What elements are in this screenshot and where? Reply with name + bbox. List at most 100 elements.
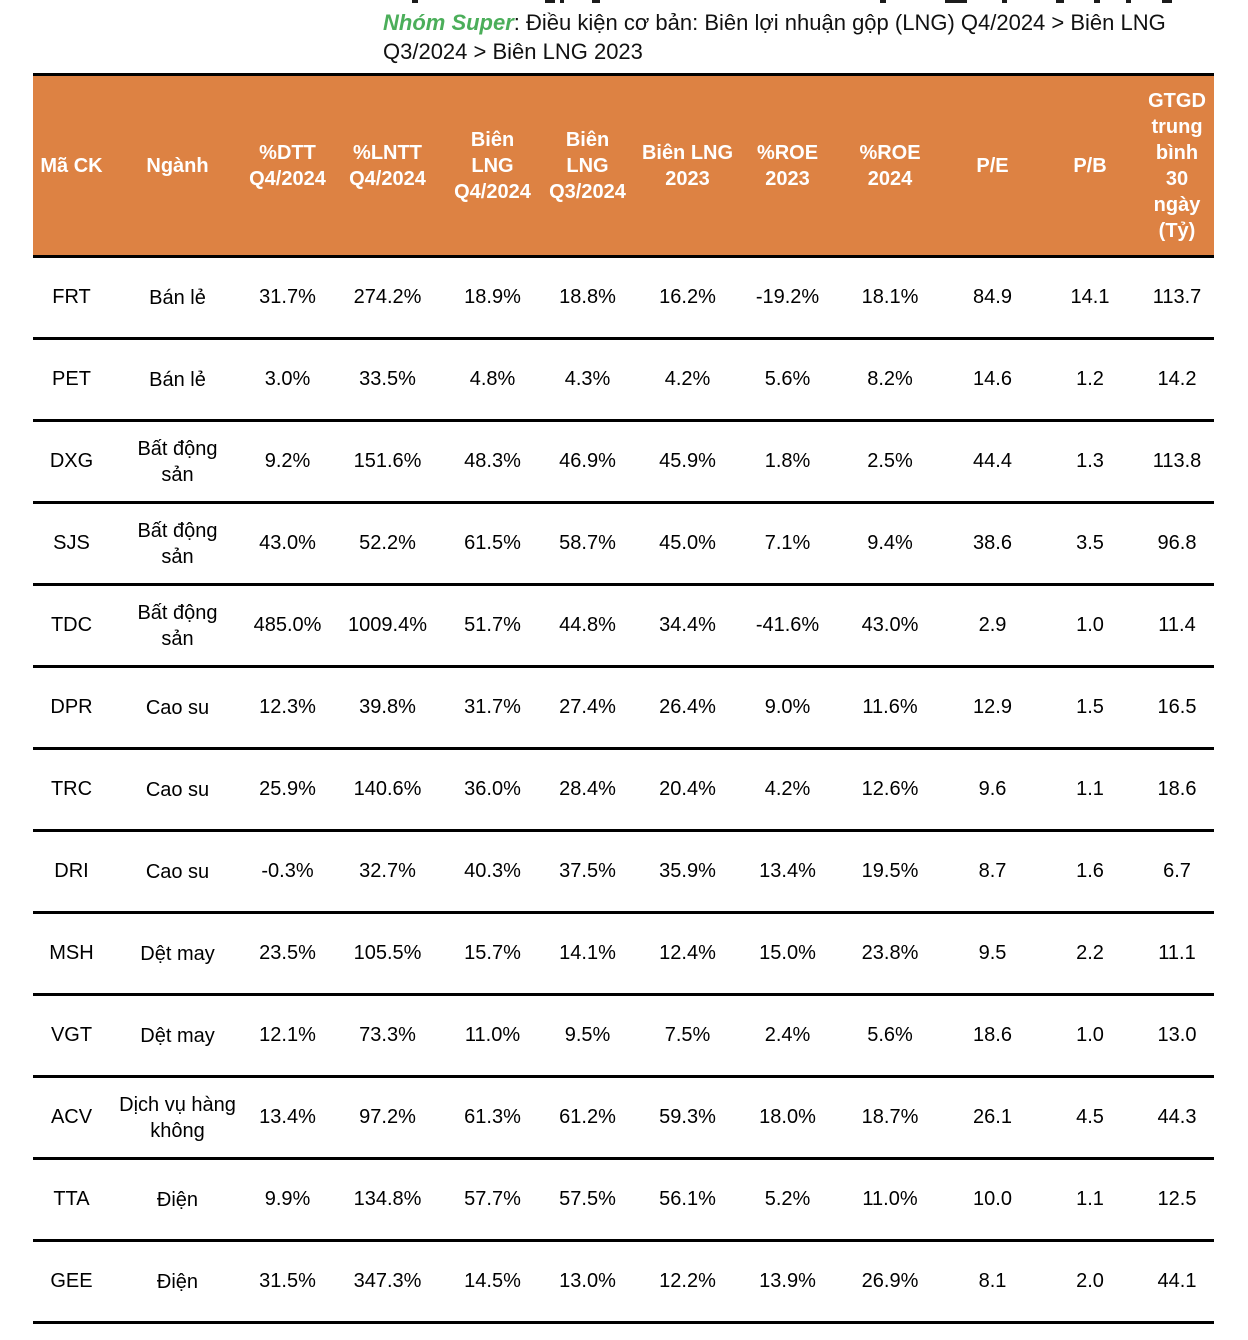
value-cell: 9.5: [945, 912, 1040, 996]
value-cell: 8.7: [945, 830, 1040, 914]
industry-cell: Điện: [110, 1158, 245, 1242]
value-cell: 44.3: [1140, 1076, 1214, 1160]
value-cell: -41.6%: [740, 584, 835, 668]
value-cell: 18.8%: [540, 256, 635, 340]
table-row: TDC Bất động sản 485.0% 1009.4% 51.7% 44…: [33, 584, 1214, 668]
value-cell: 4.2%: [635, 338, 740, 422]
value-cell: 5.6%: [740, 338, 835, 422]
value-cell: 36.0%: [445, 748, 540, 832]
industry-cell: Bất động sản: [110, 420, 245, 504]
value-cell: -19.2%: [740, 256, 835, 340]
table-body: FRT Bán lẻ 31.7% 274.2% 18.9% 18.8% 16.2…: [33, 256, 1214, 1324]
value-cell: 97.2%: [330, 1076, 445, 1160]
value-cell: 10.0: [945, 1158, 1040, 1242]
value-cell: 35.9%: [635, 830, 740, 914]
value-cell: 13.4%: [740, 830, 835, 914]
value-cell: 4.3%: [540, 338, 635, 422]
value-cell: 12.2%: [635, 1240, 740, 1324]
value-cell: 485.0%: [245, 584, 330, 668]
value-cell: 4.5: [1040, 1076, 1140, 1160]
value-cell: 44.8%: [540, 584, 635, 668]
value-cell: 7.1%: [740, 502, 835, 586]
value-cell: 23.5%: [245, 912, 330, 996]
value-cell: 11.0%: [835, 1158, 945, 1242]
column-header: Mã CK: [33, 74, 110, 258]
ticker-cell: ACV: [33, 1076, 110, 1160]
value-cell: 12.6%: [835, 748, 945, 832]
caption-group-name: Nhóm Super: [383, 10, 514, 35]
value-cell: 12.1%: [245, 994, 330, 1078]
value-cell: 13.4%: [245, 1076, 330, 1160]
value-cell: 84.9: [945, 256, 1040, 340]
value-cell: 34.4%: [635, 584, 740, 668]
column-header: %ROE 2023: [740, 74, 835, 258]
value-cell: 274.2%: [330, 256, 445, 340]
value-cell: 43.0%: [835, 584, 945, 668]
stock-fundamentals-table: Mã CK Ngành %DTT Q4/2024 %LNTT Q4/2024 Biên …: [33, 73, 1214, 1324]
value-cell: 28.4%: [540, 748, 635, 832]
ticker-cell: DXG: [33, 420, 110, 504]
value-cell: 9.2%: [245, 420, 330, 504]
table-row: PET Bán lẻ 3.0% 33.5% 4.8% 4.3% 4.2% 5.6…: [33, 338, 1214, 422]
value-cell: 11.0%: [445, 994, 540, 1078]
value-cell: 7.5%: [635, 994, 740, 1078]
value-cell: 1.0: [1040, 994, 1140, 1078]
column-header: Biên LNG 2023: [635, 74, 740, 258]
value-cell: 40.3%: [445, 830, 540, 914]
value-cell: 58.7%: [540, 502, 635, 586]
table-row: MSH Dệt may 23.5% 105.5% 15.7% 14.1% 12.…: [33, 912, 1214, 996]
industry-cell: Bất động sản: [110, 502, 245, 586]
value-cell: 1.0: [1040, 584, 1140, 668]
value-cell: 37.5%: [540, 830, 635, 914]
table-row: GEE Điện 31.5% 347.3% 14.5% 13.0% 12.2% …: [33, 1240, 1214, 1324]
value-cell: 105.5%: [330, 912, 445, 996]
ticker-cell: DRI: [33, 830, 110, 914]
industry-cell: Bất động sản: [110, 584, 245, 668]
value-cell: 1.8%: [740, 420, 835, 504]
value-cell: 45.0%: [635, 502, 740, 586]
value-cell: 8.1: [945, 1240, 1040, 1324]
value-cell: 61.2%: [540, 1076, 635, 1160]
table-row: DRI Cao su -0.3% 32.7% 40.3% 37.5% 35.9%…: [33, 830, 1214, 914]
value-cell: 25.9%: [245, 748, 330, 832]
ticker-cell: TTA: [33, 1158, 110, 1242]
value-cell: 2.0: [1040, 1240, 1140, 1324]
value-cell: 6.7: [1140, 830, 1214, 914]
table-row: SJS Bất động sản 43.0% 52.2% 61.5% 58.7%…: [33, 502, 1214, 586]
value-cell: 3.0%: [245, 338, 330, 422]
column-header: P/E: [945, 74, 1040, 258]
value-cell: 12.4%: [635, 912, 740, 996]
value-cell: 9.0%: [740, 666, 835, 750]
caption-text: : Điều kiện cơ bản: Biên lợi nhuận gộp (…: [383, 10, 1166, 64]
industry-cell: Bán lẻ: [110, 338, 245, 422]
value-cell: 31.7%: [445, 666, 540, 750]
value-cell: 57.7%: [445, 1158, 540, 1242]
value-cell: 51.7%: [445, 584, 540, 668]
value-cell: 16.5: [1140, 666, 1214, 750]
value-cell: 43.0%: [245, 502, 330, 586]
table-row: FRT Bán lẻ 31.7% 274.2% 18.9% 18.8% 16.2…: [33, 256, 1214, 340]
table-row: DPR Cao su 12.3% 39.8% 31.7% 27.4% 26.4%…: [33, 666, 1214, 750]
value-cell: 1.1: [1040, 1158, 1140, 1242]
value-cell: 26.4%: [635, 666, 740, 750]
value-cell: 59.3%: [635, 1076, 740, 1160]
industry-cell: Cao su: [110, 666, 245, 750]
ticker-cell: TDC: [33, 584, 110, 668]
value-cell: 14.6: [945, 338, 1040, 422]
ticker-cell: TRC: [33, 748, 110, 832]
ticker-cell: GEE: [33, 1240, 110, 1324]
value-cell: 73.3%: [330, 994, 445, 1078]
value-cell: -0.3%: [245, 830, 330, 914]
value-cell: 20.4%: [635, 748, 740, 832]
value-cell: 9.4%: [835, 502, 945, 586]
ticker-cell: PET: [33, 338, 110, 422]
table-row: TTA Điện 9.9% 134.8% 57.7% 57.5% 56.1% 5…: [33, 1158, 1214, 1242]
cropped-previous-line-fragment: [0, 0, 1248, 4]
value-cell: 13.0%: [540, 1240, 635, 1324]
value-cell: 23.8%: [835, 912, 945, 996]
value-cell: 4.8%: [445, 338, 540, 422]
value-cell: 26.9%: [835, 1240, 945, 1324]
industry-cell: Dệt may: [110, 994, 245, 1078]
value-cell: 9.9%: [245, 1158, 330, 1242]
value-cell: 1009.4%: [330, 584, 445, 668]
